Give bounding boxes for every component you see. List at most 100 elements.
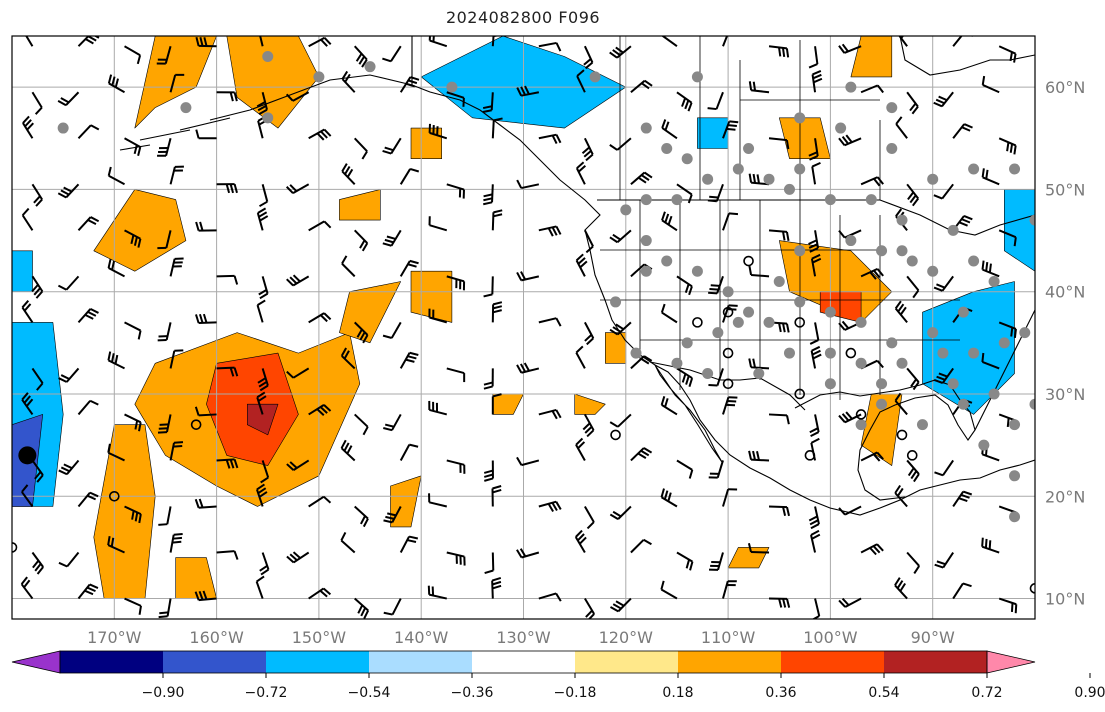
wind-barb — [676, 459, 694, 479]
wind-barb — [516, 548, 540, 559]
anomaly-region-positive — [93, 189, 187, 272]
wind-barb — [255, 575, 265, 599]
wind-barb — [399, 351, 419, 369]
wind-barbs — [20, 36, 1018, 619]
station-filled-dot — [691, 265, 703, 277]
station-filled-dot — [865, 194, 877, 206]
wind-barb — [428, 493, 448, 508]
wind-barb — [630, 447, 653, 462]
wind-barb — [998, 229, 1017, 247]
wind-barb — [768, 137, 790, 150]
wind-barb — [341, 70, 356, 93]
wind-barb — [538, 133, 562, 144]
wind-barb — [286, 274, 310, 287]
map-content — [12, 36, 1035, 619]
wind-barb — [998, 137, 1017, 155]
wind-barb — [169, 165, 184, 185]
storm-center-marker — [18, 446, 37, 465]
station-filled-dot — [262, 50, 274, 62]
wind-barb — [58, 551, 80, 568]
wind-barb — [583, 321, 595, 346]
wind-barb — [981, 168, 1000, 186]
station-filled-dot — [783, 347, 795, 359]
wind-barb — [491, 576, 502, 599]
wind-barb — [107, 351, 125, 370]
wind-barb — [660, 303, 678, 324]
wind-barb — [77, 124, 100, 139]
latitude-tick-label: 50°N — [1045, 180, 1085, 199]
colorbar-tick-label: −0.72 — [245, 685, 288, 701]
station-filled-dot — [661, 143, 673, 155]
wind-barb — [808, 138, 819, 161]
wind-barb — [952, 490, 973, 508]
wind-barb — [308, 587, 332, 600]
colorbar-tick-label: −0.54 — [348, 685, 391, 701]
wind-barb — [31, 551, 44, 575]
wind-barb — [195, 313, 217, 325]
station-filled-dot — [998, 337, 1010, 349]
wind-barb — [809, 414, 820, 437]
wind-barb — [20, 576, 34, 600]
colorbar-swatch — [369, 651, 472, 673]
wind-barb — [576, 69, 586, 93]
longitude-tick-label: 100°W — [803, 628, 858, 647]
wind-barb — [286, 551, 310, 564]
wind-barb — [575, 253, 588, 277]
latitude-labels: 60°N 50°N 40°N 30°N 20°N 10°N — [1045, 78, 1085, 608]
wind-barb — [584, 598, 596, 619]
wind-barb — [446, 459, 466, 474]
wind-barb — [341, 163, 356, 186]
station-filled-dot — [937, 347, 949, 359]
wind-barb — [483, 460, 494, 482]
station-open-circle — [722, 347, 734, 359]
wind-barb — [107, 536, 125, 554]
wind-barb — [124, 45, 142, 65]
wind-barb — [933, 275, 954, 292]
wind-barb — [516, 271, 540, 282]
station-filled-dot — [57, 122, 69, 134]
wind-barb — [722, 120, 739, 139]
station-open-circle — [692, 317, 703, 328]
wind-barb — [575, 345, 586, 369]
station-filled-dot — [640, 194, 652, 206]
wind-barb — [838, 505, 862, 516]
wind-barb — [383, 506, 402, 524]
wind-barb — [107, 443, 125, 462]
anomaly-region-positive — [850, 36, 893, 78]
wind-barb — [31, 275, 44, 299]
wind-barb — [981, 75, 1000, 94]
wind-barb — [707, 91, 724, 111]
colorbar-swatch — [884, 651, 987, 673]
wind-barb — [722, 212, 739, 231]
wind-barb — [906, 551, 921, 574]
wind-barb — [77, 308, 99, 324]
wind-barb — [491, 301, 503, 323]
wind-barb — [216, 550, 239, 560]
wind-barb — [838, 411, 862, 424]
wind-barb — [860, 267, 884, 280]
station-open-circle — [896, 429, 908, 441]
anomaly-region-positive — [574, 393, 606, 415]
wind-barb — [216, 183, 238, 194]
wind-barb — [894, 484, 908, 508]
longitude-tick-label: 130°W — [496, 628, 551, 647]
colorbar-tick-label: 0.18 — [662, 685, 693, 701]
wind-barb — [998, 597, 1018, 614]
colorbar-labels: −0.90 −0.72 −0.54 −0.36 −0.18 0.18 0.36 0.54 0.7… — [142, 673, 1105, 701]
wind-barb — [981, 260, 1000, 278]
wind-barb — [483, 276, 494, 298]
wind-barb — [124, 321, 142, 340]
wind-barb — [574, 529, 587, 554]
colorbar-frame — [59, 650, 988, 674]
wind-barb — [216, 458, 239, 469]
wind-barb — [257, 368, 269, 392]
wind-barb — [341, 255, 356, 278]
wind-barb — [676, 91, 693, 112]
wind-barb — [256, 391, 267, 415]
wind-barb — [808, 506, 820, 530]
wind-barb — [952, 123, 973, 139]
wind-barb — [124, 229, 142, 248]
station-open-circle — [845, 347, 857, 359]
wind-barb — [838, 134, 862, 147]
longitude-tick-label: 120°W — [599, 628, 654, 647]
